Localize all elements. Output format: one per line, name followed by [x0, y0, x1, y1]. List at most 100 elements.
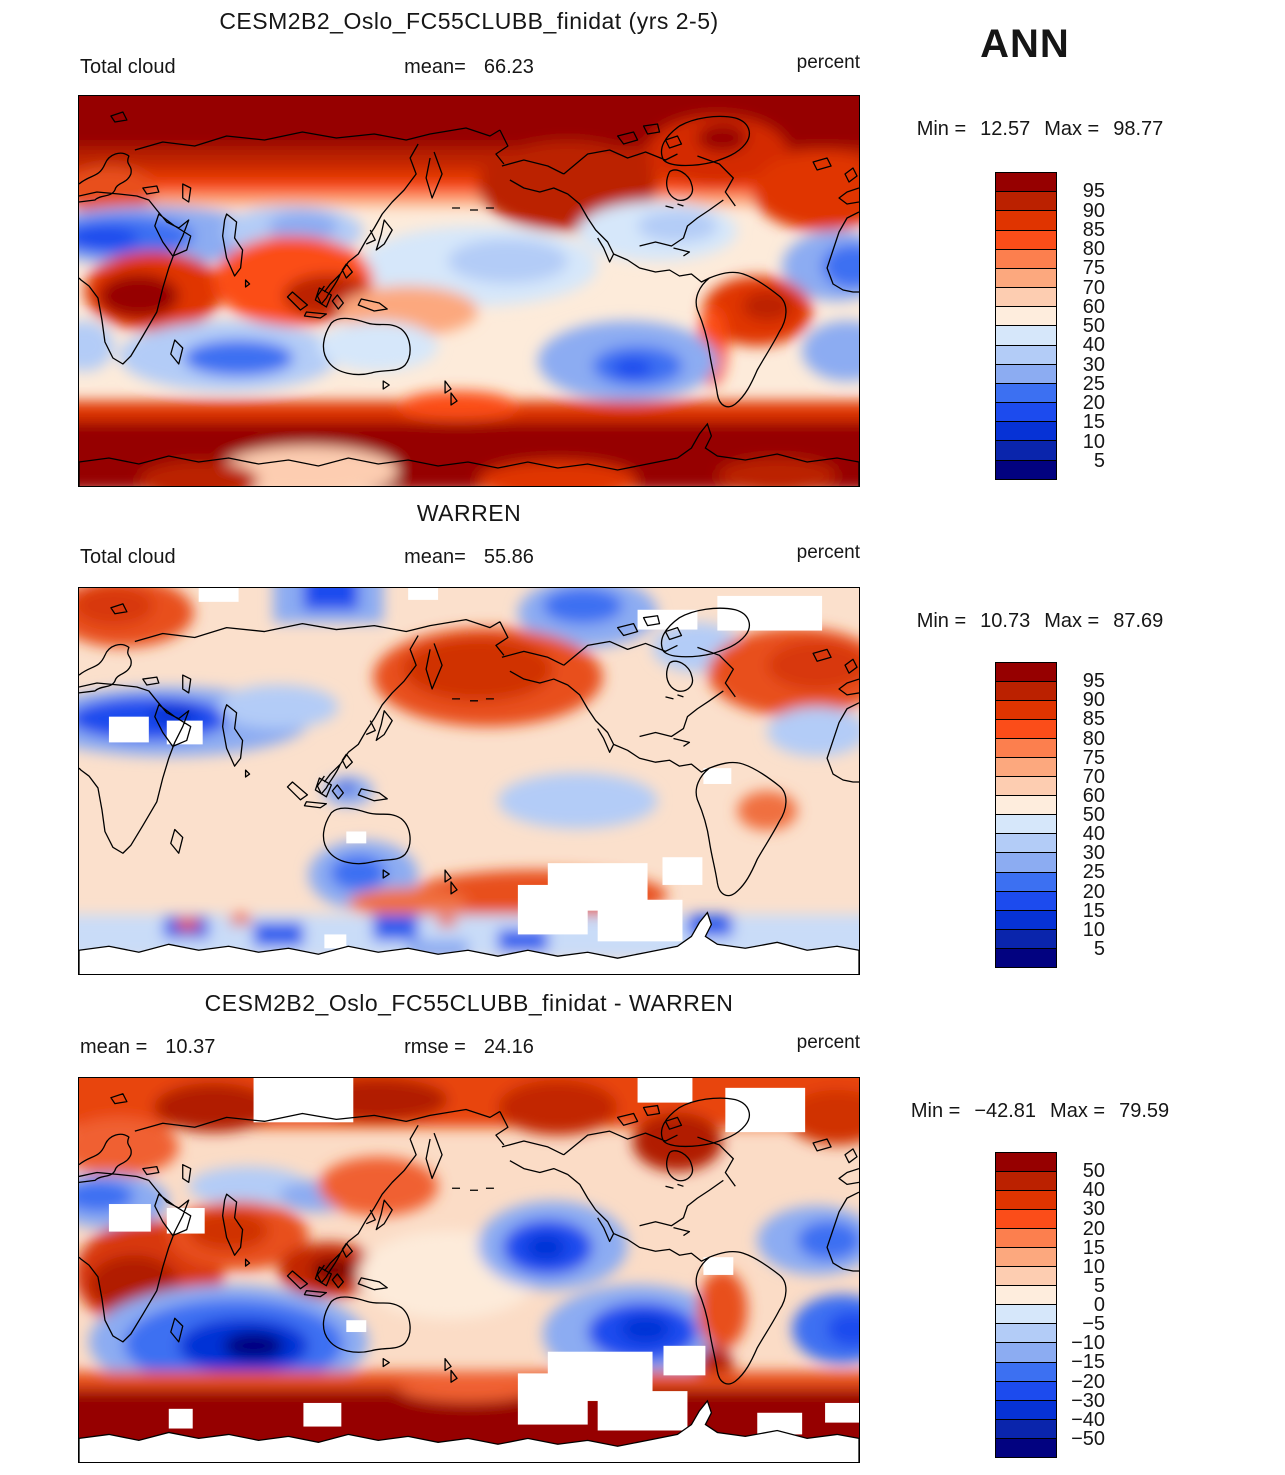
colorbar-tick: 60 — [1082, 295, 1105, 318]
colorbar-tick-labels: 95 90 85 80 75 70 60 50 40 30 25 20 15 10 5 — [1063, 172, 1105, 480]
colorbar-tick: 75 — [1082, 746, 1105, 769]
colorbar-tick: 25 — [1082, 372, 1105, 395]
colorbar-cell — [995, 1190, 1057, 1211]
colorbar-tick: 70 — [1082, 765, 1105, 788]
colorbar-cell — [995, 229, 1057, 250]
colorbar-cell — [995, 776, 1057, 797]
colorbar-tick: 50 — [1082, 315, 1105, 337]
panel2-min-value: 10.73 — [980, 610, 1031, 632]
colorbar-tick: 15 — [1082, 1236, 1105, 1259]
colorbar-cell — [995, 833, 1057, 854]
panel2-max-label: Max = — [1044, 610, 1100, 632]
colorbar-cell — [995, 1342, 1057, 1363]
colorbar-cell — [995, 795, 1057, 816]
colorbar-cell — [995, 1152, 1057, 1173]
colorbar-tick: −30 — [1071, 1389, 1105, 1412]
colorbar-cell — [995, 421, 1057, 442]
colorbar-tick: 30 — [1082, 842, 1105, 865]
colorbar-cell — [995, 1171, 1057, 1192]
colorbar-cell — [995, 1323, 1057, 1344]
colorbar-cell — [995, 947, 1057, 969]
colorbar-tick: −10 — [1071, 1332, 1105, 1355]
panel2-mean-label: mean= — [404, 546, 466, 568]
colorbar-tick-labels: 95 90 85 80 75 70 60 50 40 30 25 20 15 10 5 — [1063, 662, 1105, 968]
colorbar-cell — [995, 909, 1057, 930]
colorbar-tick: 90 — [1082, 689, 1105, 712]
panel3-title: CESM2B2_Oslo_FC55CLUBB_finidat - WARREN — [204, 990, 734, 1016]
panel1-units-label: percent — [796, 52, 860, 73]
colorbar-cell — [995, 1418, 1057, 1439]
colorbar-cells — [995, 662, 1057, 969]
panel2-max-value: 87.69 — [1113, 610, 1164, 632]
colorbar-cells — [995, 1152, 1057, 1459]
panel1-min-value: 12.57 — [980, 118, 1031, 140]
colorbar-tick: 10 — [1082, 430, 1105, 453]
colorbar-cell — [995, 440, 1057, 461]
colorbar-tick: 0 — [1093, 1294, 1105, 1316]
colorbar-cell — [995, 287, 1057, 308]
colorbar-cell — [995, 1380, 1057, 1401]
colorbar-tick: 15 — [1082, 411, 1105, 434]
colorbar-tick: 85 — [1082, 708, 1105, 731]
colorbar-cell — [995, 344, 1057, 366]
panel3-colorbar: 50 40 30 20 15 10 5 0 −5 −10 −15 −20 −30 −40 −50 — [995, 1152, 1105, 1459]
panel1-mean-value: 66.23 — [483, 56, 534, 78]
colorbar-tick: 50 — [1082, 804, 1105, 826]
colorbar-cell — [995, 363, 1057, 385]
colorbar-cell — [995, 738, 1057, 759]
colorbar-tick: 75 — [1082, 257, 1105, 280]
panel3-min-label: Min = — [910, 1100, 961, 1122]
colorbar-cell — [995, 1247, 1057, 1268]
colorbar-cell — [995, 210, 1057, 231]
colorbar-cell — [995, 248, 1057, 270]
colorbar-tick: 10 — [1082, 1255, 1105, 1278]
colorbar-tick: −40 — [1071, 1408, 1105, 1431]
panel3-rmse: rmse = 24.16 — [78, 1036, 860, 1059]
panel2-colorbar: 95 90 85 80 75 70 60 50 40 30 25 20 15 10 5 — [995, 662, 1105, 969]
colorbar-cell — [995, 172, 1057, 193]
colorbar-cell — [995, 1228, 1057, 1249]
obs-map — [78, 587, 860, 975]
colorbar-cell — [995, 757, 1057, 778]
panel2-variable-label: Total cloud — [80, 546, 176, 568]
panel1-min-label: Min = — [916, 118, 967, 140]
colorbar-cell — [995, 1285, 1057, 1306]
model-map — [78, 95, 860, 487]
colorbar-cell — [995, 459, 1057, 481]
panel1-mean: mean= 66.23 — [78, 56, 860, 79]
panel2-min-label: Min = — [916, 610, 967, 632]
panel1-title: CESM2B2_Oslo_FC55CLUBB_finidat (yrs 2-5) — [219, 8, 719, 34]
colorbar-tick: 95 — [1082, 670, 1105, 693]
colorbar-cell — [995, 1209, 1057, 1230]
panel3-rmse-label: rmse = — [404, 1036, 466, 1058]
colorbar-cell — [995, 402, 1057, 423]
panel3-mean-label: mean = — [80, 1036, 148, 1058]
panel3-min-value: −42.81 — [974, 1100, 1037, 1122]
colorbar-cell — [995, 191, 1057, 212]
panel2-title: WARREN — [416, 500, 522, 526]
colorbar-tick: 5 — [1093, 937, 1105, 960]
colorbar-tick: 40 — [1082, 334, 1105, 357]
panel3-max-label: Max = — [1050, 1100, 1106, 1122]
colorbar-tick: 20 — [1082, 392, 1105, 414]
colorbar-tick: 20 — [1082, 880, 1105, 903]
colorbar-tick: 20 — [1082, 1217, 1105, 1240]
colorbar-tick: 25 — [1082, 861, 1105, 884]
colorbar-tick: 70 — [1082, 276, 1105, 299]
panel3-mean-value: 10.37 — [165, 1036, 216, 1058]
colorbar-tick-labels: 50 40 30 20 15 10 5 0 −5 −10 −15 −20 −30 −40 −50 — [1063, 1152, 1105, 1458]
colorbar-cell — [995, 1399, 1057, 1420]
colorbar-cell — [995, 852, 1057, 873]
colorbar-tick: 15 — [1082, 899, 1105, 922]
colorbar-cell — [995, 1361, 1057, 1382]
colorbar-cell — [995, 662, 1057, 683]
diff-map — [78, 1077, 860, 1463]
colorbar-cell — [995, 890, 1057, 911]
colorbar-cell — [995, 700, 1057, 721]
panel1-mean-label: mean= — [404, 56, 466, 78]
colorbar-tick: −15 — [1071, 1351, 1105, 1374]
colorbar-tick: 80 — [1082, 238, 1105, 260]
colorbar-tick: 50 — [1082, 1160, 1105, 1183]
colorbar-tick: −5 — [1082, 1313, 1105, 1336]
